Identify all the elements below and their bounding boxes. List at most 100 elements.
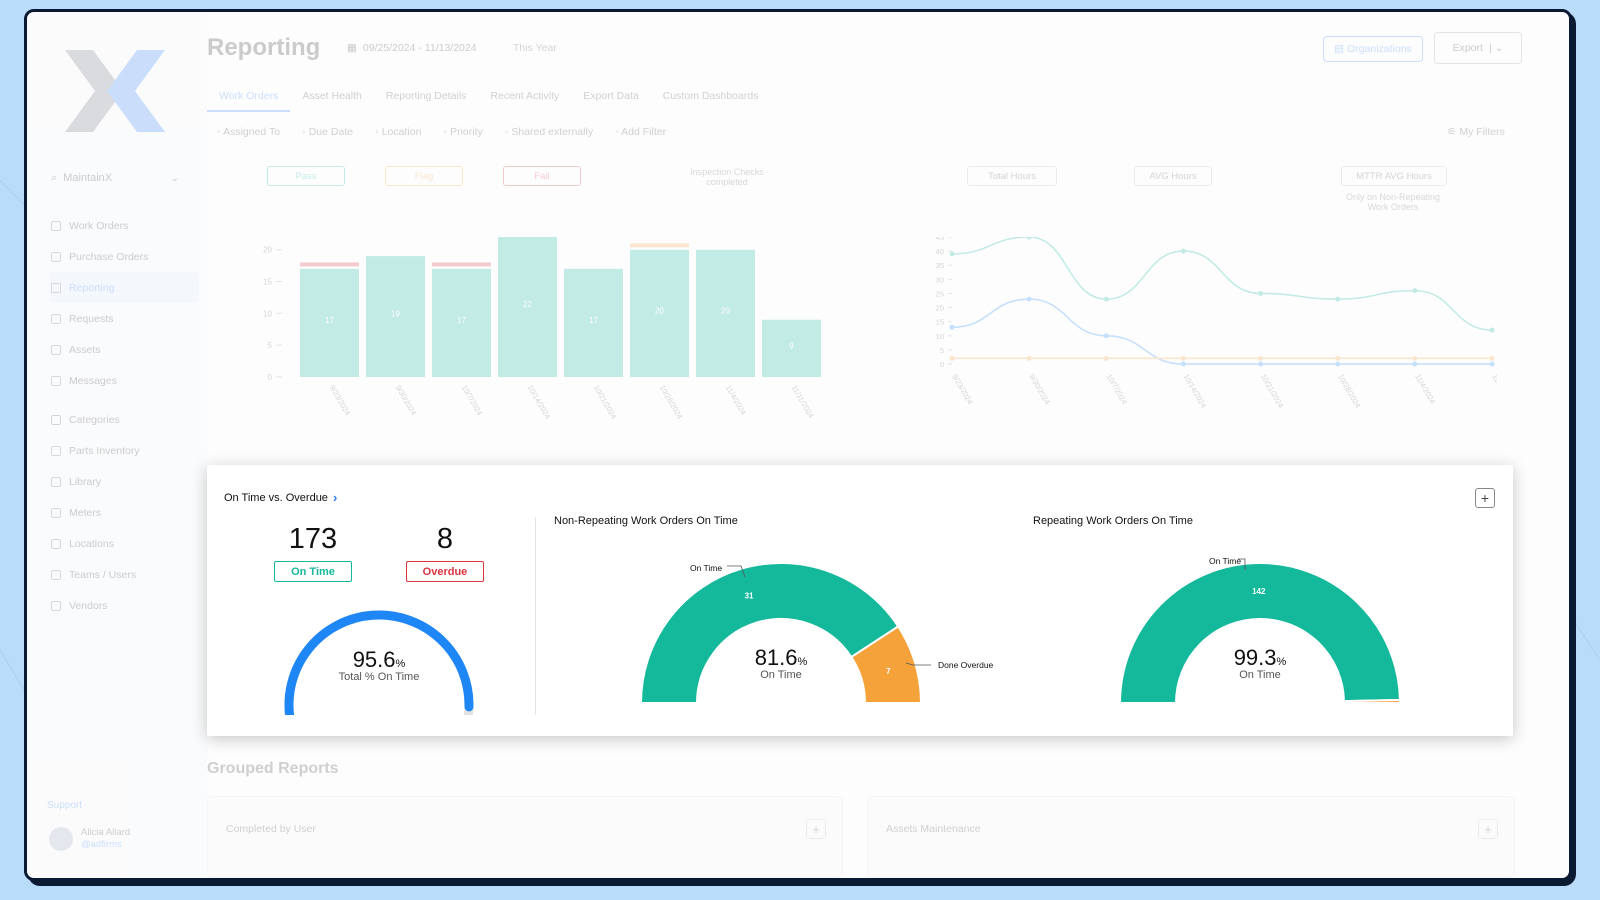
filter-location[interactable]: ◦ Location	[375, 126, 422, 138]
sidebar-item-library[interactable]: Library	[49, 466, 199, 497]
chevron-down-icon: | ⌄	[1488, 42, 1504, 54]
gauge-slice-on-time[interactable]	[639, 562, 900, 704]
gauge-slice-done-overdue[interactable]	[849, 625, 923, 704]
user-profile[interactable]: Alicia Allard @adfirms	[49, 824, 197, 854]
data-point[interactable]	[1026, 355, 1032, 361]
avg-hours-chip[interactable]: AVG Hours	[1134, 166, 1212, 186]
plus-icon: ◦	[615, 126, 622, 138]
bar-fail[interactable]	[432, 262, 491, 267]
data-point[interactable]	[1026, 296, 1032, 302]
bar-pass[interactable]	[300, 268, 359, 377]
bar-pass[interactable]	[564, 268, 623, 377]
sidebar-item-messages[interactable]: Messages	[49, 365, 199, 396]
sidebar-item-teams-users[interactable]: Teams / Users	[49, 559, 199, 590]
bar-pass[interactable]	[762, 319, 821, 377]
card-title[interactable]: On Time vs. Overdue ›	[224, 490, 338, 505]
filter-due-date[interactable]: ◦ Due Date	[302, 126, 354, 138]
non-repeating-gauge: 31 7	[639, 562, 931, 704]
slice-label: 31	[745, 592, 754, 601]
bar-pass[interactable]	[696, 249, 755, 377]
tag-icon	[51, 414, 61, 425]
filter-assigned-to[interactable]: ◦ Assigned To	[217, 126, 281, 138]
bar-pass[interactable]	[630, 249, 689, 377]
date-preset[interactable]: This Year	[513, 42, 557, 54]
data-point[interactable]	[1412, 361, 1418, 367]
sidebar-item-label: Messages	[69, 374, 117, 387]
focus-overlay	[27, 12, 1569, 878]
sidebar-nav: Work Orders Purchase Orders Reporting Reque…	[49, 210, 199, 621]
sidebar-item-vendors[interactable]: Vendors	[49, 590, 199, 621]
on-time-badge[interactable]: On Time	[274, 561, 352, 582]
flag-chip[interactable]: Flag	[385, 166, 463, 186]
fail-chip[interactable]: Fail	[503, 166, 581, 186]
filter-add-filter[interactable]: ◦ Add Filter	[615, 126, 667, 138]
data-point[interactable]	[1258, 361, 1264, 367]
filter-shared-externally[interactable]: ◦ Shared externally	[504, 126, 594, 138]
bar-pass[interactable]	[432, 268, 491, 377]
sliders-icon: ⚟	[1447, 126, 1460, 138]
data-point[interactable]	[1026, 237, 1032, 240]
data-point[interactable]	[1180, 355, 1186, 361]
gauge-slice-done-overdue[interactable]	[1342, 698, 1402, 704]
data-point[interactable]	[1412, 355, 1418, 361]
tab-reporting-details[interactable]: Reporting Details	[385, 90, 467, 102]
tab-asset-health[interactable]: Asset Health	[302, 90, 362, 102]
inbox-icon	[51, 313, 61, 324]
data-point[interactable]	[1489, 361, 1495, 367]
bar-pass[interactable]	[498, 237, 557, 377]
sidebar-item-assets[interactable]: Assets	[49, 334, 199, 365]
data-point[interactable]	[1103, 355, 1109, 361]
pass-chip[interactable]: Pass	[267, 166, 345, 186]
add-icon[interactable]: +	[1475, 488, 1495, 508]
add-icon[interactable]: +	[1478, 819, 1498, 839]
store-icon	[51, 600, 61, 611]
data-point[interactable]	[1103, 296, 1109, 302]
data-point[interactable]	[1258, 290, 1264, 296]
sidebar-item-meters[interactable]: Meters	[49, 497, 199, 528]
filter-priority[interactable]: ◦ Priority	[443, 126, 483, 138]
sidebar-item-label: Vendors	[69, 599, 108, 612]
total-hours-chip[interactable]: Total Hours	[967, 166, 1057, 186]
gauge-slice-on-time[interactable]	[1118, 562, 1401, 704]
bar-fail[interactable]	[300, 262, 359, 267]
add-icon[interactable]: +	[806, 819, 826, 839]
data-point[interactable]	[1335, 361, 1341, 367]
bar-pass[interactable]	[366, 256, 425, 377]
sidebar-item-reporting[interactable]: Reporting	[49, 272, 199, 303]
tab-custom-dashboards[interactable]: Custom Dashboards	[662, 90, 759, 102]
data-point[interactable]	[949, 324, 955, 330]
sidebar-item-work-orders[interactable]: Work Orders	[49, 210, 199, 241]
sidebar-item-locations[interactable]: Locations	[49, 528, 199, 559]
sidebar-item-parts-inventory[interactable]: Parts Inventory	[49, 435, 199, 466]
data-point[interactable]	[1335, 355, 1341, 361]
tab-export-data[interactable]: Export Data	[583, 90, 639, 102]
data-point[interactable]	[1412, 288, 1418, 294]
data-point[interactable]	[1489, 355, 1495, 361]
tab-work-orders[interactable]: Work Orders	[207, 84, 291, 112]
data-point[interactable]	[1489, 327, 1495, 333]
data-point[interactable]	[1335, 296, 1341, 302]
y-tick-label: 30	[936, 275, 944, 284]
bar-flag[interactable]	[630, 243, 689, 248]
organizations-button[interactable]: ▤ Organizations	[1323, 36, 1423, 62]
data-point[interactable]	[949, 355, 955, 361]
tab-recent-activity[interactable]: Recent Activity	[490, 90, 560, 102]
sidebar-item-requests[interactable]: Requests	[49, 303, 199, 334]
sidebar-item-purchase-orders[interactable]: Purchase Orders	[49, 241, 199, 272]
non-repeating-title: Non-Repeating Work Orders On Time	[554, 515, 738, 527]
sidebar-item-categories[interactable]: Categories	[49, 404, 199, 435]
export-button[interactable]: Export | ⌄	[1434, 32, 1522, 64]
report-tabs: Work Orders Asset Health Reporting Details…	[207, 84, 770, 112]
data-point[interactable]	[1180, 248, 1186, 254]
my-filters-button[interactable]: ⚟ My Filters	[1447, 126, 1505, 138]
data-point[interactable]	[1258, 355, 1264, 361]
mttr-chip[interactable]: MTTR AVG Hours	[1341, 166, 1447, 186]
total-on-time-gauge	[284, 610, 474, 715]
support-link[interactable]: Support	[47, 800, 83, 811]
data-point[interactable]	[1103, 333, 1109, 339]
date-range-picker[interactable]: ▦ 09/25/2024 - 11/13/2024	[347, 42, 477, 54]
data-point[interactable]	[949, 251, 955, 257]
overdue-badge[interactable]: Overdue	[406, 561, 484, 582]
data-point[interactable]	[1180, 361, 1186, 367]
org-selector[interactable]: ⌕ MaintainX ⌄	[51, 169, 179, 187]
